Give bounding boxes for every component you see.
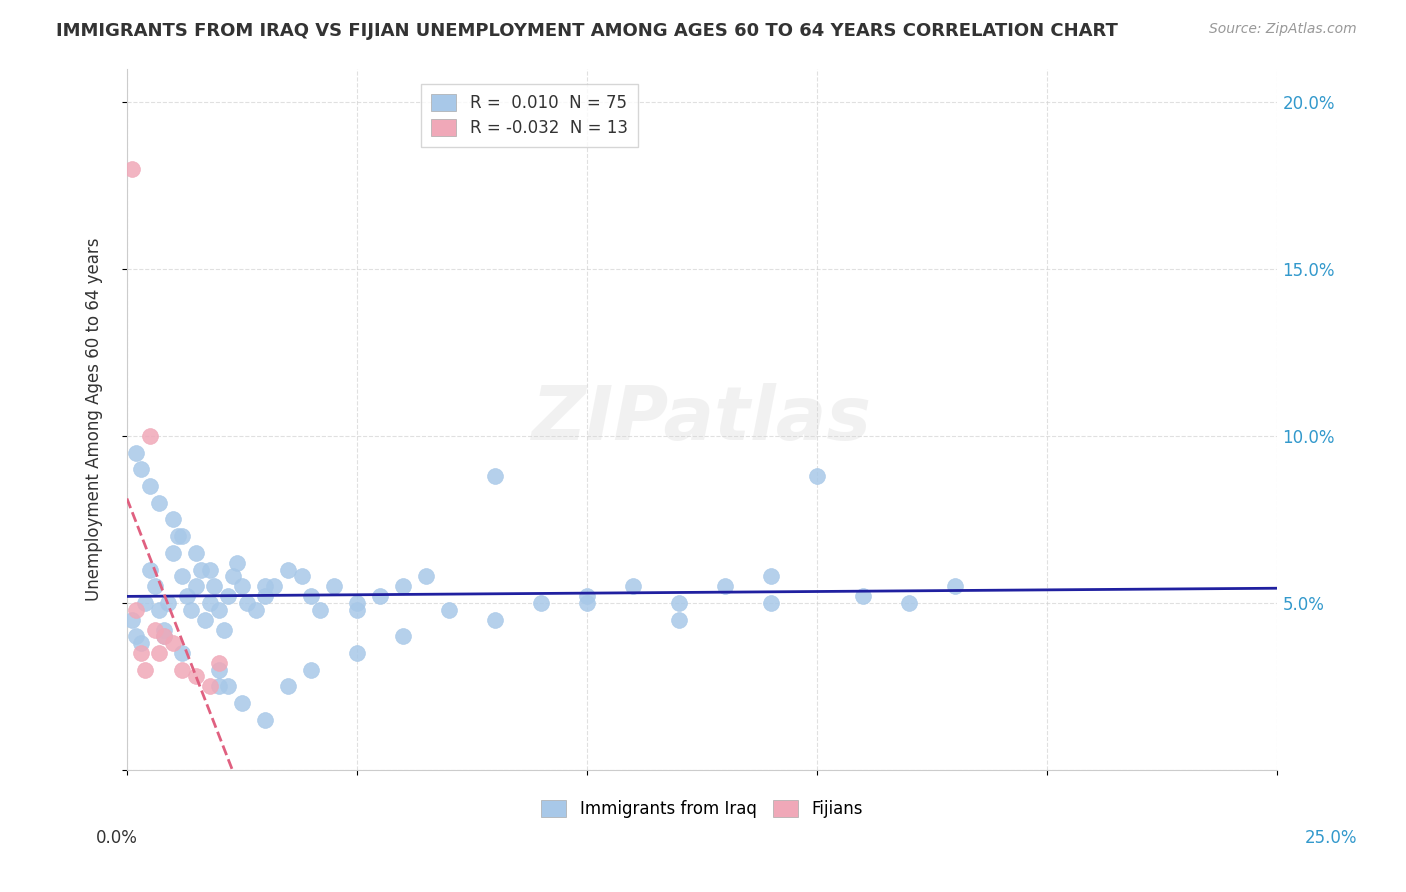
Point bbox=[212, 623, 235, 637]
Point bbox=[943, 579, 966, 593]
Point bbox=[368, 589, 391, 603]
Point bbox=[139, 429, 162, 443]
Point bbox=[277, 563, 299, 577]
Point bbox=[208, 602, 231, 616]
Point bbox=[148, 602, 170, 616]
Point bbox=[759, 569, 782, 583]
Point bbox=[198, 596, 221, 610]
Point bbox=[139, 563, 162, 577]
Point bbox=[299, 589, 322, 603]
Point bbox=[222, 569, 245, 583]
Point bbox=[152, 629, 174, 643]
Point bbox=[231, 579, 253, 593]
Point bbox=[217, 589, 239, 603]
Point bbox=[392, 579, 415, 593]
Text: 0.0%: 0.0% bbox=[96, 829, 138, 847]
Point bbox=[208, 680, 231, 694]
Point bbox=[759, 596, 782, 610]
Point bbox=[184, 546, 207, 560]
Point bbox=[125, 602, 148, 616]
Point bbox=[415, 569, 437, 583]
Point bbox=[277, 680, 299, 694]
Point bbox=[346, 602, 368, 616]
Point bbox=[121, 613, 143, 627]
Point bbox=[437, 602, 460, 616]
Point bbox=[198, 680, 221, 694]
Point bbox=[202, 579, 225, 593]
Point bbox=[253, 713, 276, 727]
Text: 25.0%: 25.0% bbox=[1305, 829, 1357, 847]
Text: IMMIGRANTS FROM IRAQ VS FIJIAN UNEMPLOYMENT AMONG AGES 60 TO 64 YEARS CORRELATIO: IMMIGRANTS FROM IRAQ VS FIJIAN UNEMPLOYM… bbox=[56, 22, 1118, 40]
Point bbox=[576, 589, 599, 603]
Point bbox=[714, 579, 737, 593]
Point bbox=[263, 579, 285, 593]
Point bbox=[484, 469, 506, 483]
Point bbox=[129, 646, 152, 660]
Point bbox=[134, 663, 156, 677]
Point bbox=[162, 512, 184, 526]
Point bbox=[172, 529, 194, 543]
Point bbox=[172, 663, 194, 677]
Point bbox=[576, 596, 599, 610]
Point bbox=[157, 596, 180, 610]
Point bbox=[148, 496, 170, 510]
Point bbox=[291, 569, 314, 583]
Point bbox=[484, 613, 506, 627]
Point bbox=[621, 579, 644, 593]
Point bbox=[253, 579, 276, 593]
Point bbox=[668, 613, 690, 627]
Point bbox=[231, 696, 253, 710]
Point bbox=[129, 462, 152, 476]
Point bbox=[194, 613, 217, 627]
Point bbox=[134, 596, 156, 610]
Point bbox=[208, 663, 231, 677]
Point bbox=[152, 629, 174, 643]
Point bbox=[125, 629, 148, 643]
Point bbox=[217, 680, 239, 694]
Point bbox=[346, 596, 368, 610]
Point bbox=[309, 602, 332, 616]
Point bbox=[125, 445, 148, 459]
Point bbox=[190, 563, 212, 577]
Point bbox=[176, 589, 198, 603]
Point bbox=[392, 629, 415, 643]
Point bbox=[208, 656, 231, 670]
Point bbox=[180, 602, 202, 616]
Point bbox=[226, 556, 249, 570]
Point bbox=[184, 669, 207, 683]
Point bbox=[172, 646, 194, 660]
Point bbox=[235, 596, 257, 610]
Point bbox=[323, 579, 346, 593]
Point bbox=[172, 569, 194, 583]
Point bbox=[852, 589, 875, 603]
Point bbox=[166, 529, 188, 543]
Text: ZIPatlas: ZIPatlas bbox=[531, 383, 872, 456]
Point bbox=[299, 663, 322, 677]
Y-axis label: Unemployment Among Ages 60 to 64 years: Unemployment Among Ages 60 to 64 years bbox=[86, 237, 103, 601]
Point bbox=[245, 602, 267, 616]
Point bbox=[129, 636, 152, 650]
Point bbox=[346, 646, 368, 660]
Point bbox=[806, 469, 828, 483]
Point bbox=[898, 596, 921, 610]
Point bbox=[162, 636, 184, 650]
Point bbox=[148, 646, 170, 660]
Point bbox=[184, 579, 207, 593]
Point bbox=[198, 563, 221, 577]
Legend: Immigrants from Iraq, Fijians: Immigrants from Iraq, Fijians bbox=[534, 793, 870, 825]
Text: Source: ZipAtlas.com: Source: ZipAtlas.com bbox=[1209, 22, 1357, 37]
Point bbox=[668, 596, 690, 610]
Point bbox=[530, 596, 553, 610]
Point bbox=[143, 579, 166, 593]
Point bbox=[253, 589, 276, 603]
Point bbox=[143, 623, 166, 637]
Point bbox=[121, 161, 143, 176]
Point bbox=[162, 546, 184, 560]
Point bbox=[152, 623, 174, 637]
Point bbox=[139, 479, 162, 493]
